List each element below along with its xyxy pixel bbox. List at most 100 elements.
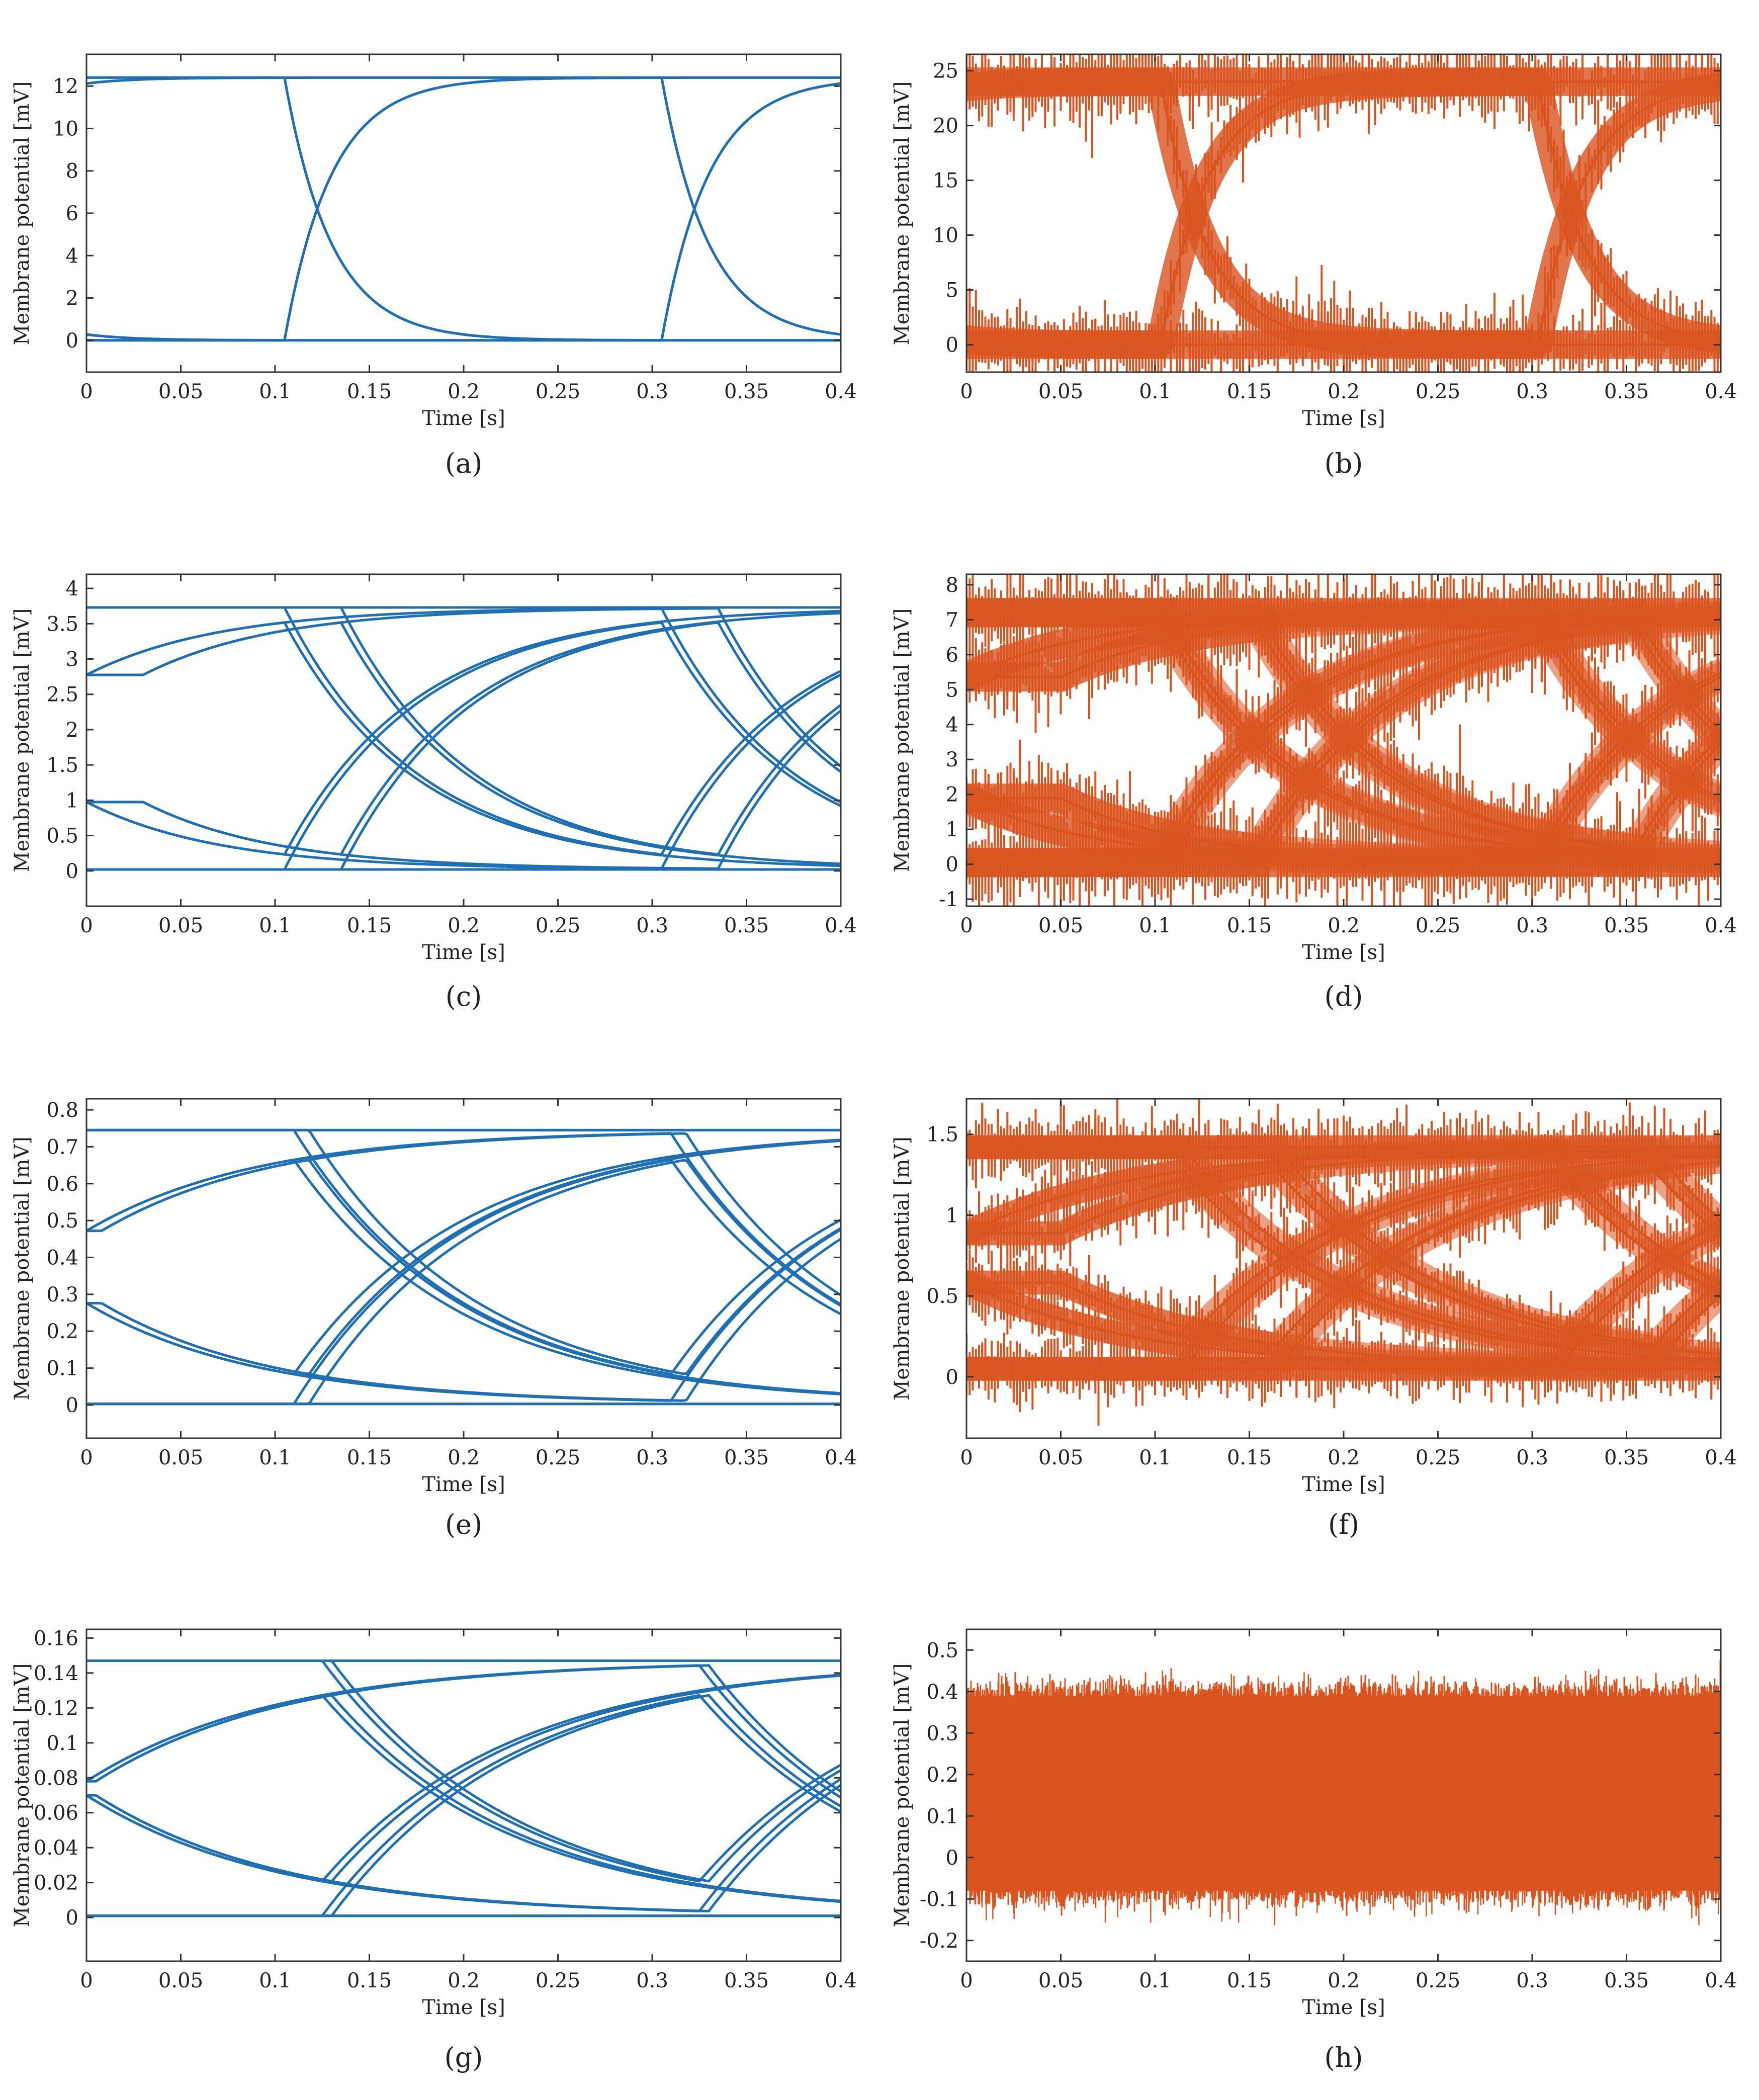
trace-13 [86, 1132, 841, 1296]
x-tick-label: 0.15 [1227, 914, 1272, 937]
x-tick-label: 0.1 [259, 914, 291, 937]
trace-noise-6 [966, 54, 1721, 372]
y-tick-label: 0.2 [46, 1320, 78, 1343]
y-tick-label: 8 [66, 160, 78, 183]
y-tick-label: 0 [66, 1906, 78, 1930]
y-tick-label: 6 [66, 202, 78, 225]
x-tick-label: 0.1 [259, 380, 291, 403]
x-tick-label: 0.25 [1416, 380, 1460, 403]
x-tick-label: 0.15 [347, 1969, 392, 1992]
x-tick-label: 0.35 [1604, 1969, 1649, 1992]
y-tick-label: 0.14 [34, 1662, 78, 1685]
y-tick-label: 0.8 [46, 1099, 78, 1122]
x-tick-label: 0.3 [1516, 914, 1548, 937]
trace-12 [86, 607, 841, 804]
trace-7 [86, 1159, 841, 1406]
panel-e: 0 0.05 0.1 0.15 0.2 0.25 0.3 0.35 0.4 0 0.1 0.2 0.3 0… [11, 1098, 857, 1540]
y-tick-label: 7 [946, 608, 958, 632]
x-tick-label: 0 [80, 1969, 93, 1992]
x-tick-label: 0.15 [347, 914, 392, 937]
y-axis-label: Membrane potential [mV] [891, 81, 914, 345]
x-tick-label: 0.35 [1604, 914, 1649, 937]
panel-g: 0 0.05 0.1 0.15 0.2 0.25 0.3 0.35 0.4 0 0.02 0.04 0.… [11, 1627, 857, 2073]
x-tick-label: 0.35 [1604, 380, 1649, 403]
panel-caption: (g) [445, 2042, 483, 2073]
x-tick-label: 0.05 [158, 1446, 203, 1469]
x-tick-label: 0.2 [1328, 914, 1360, 937]
panel-caption: (h) [1325, 2042, 1363, 2073]
y-tick-label: 1.5 [926, 1123, 958, 1147]
x-axis-label: Time [s] [1302, 1996, 1385, 2019]
trace-3 [86, 76, 841, 342]
x-tick-label: 0 [80, 914, 93, 937]
x-axis-label: Time [s] [1302, 1473, 1385, 1496]
trace-11 [86, 1140, 841, 1375]
trace-6 [86, 1158, 841, 1406]
x-tick-label: 0.1 [1139, 914, 1171, 937]
x-tick-label: 0.05 [1038, 1969, 1083, 1992]
x-tick-label: 0.25 [536, 380, 580, 403]
y-tick-label: 0 [946, 1366, 958, 1389]
plot-area-b [966, 54, 1721, 372]
x-tick-label: 0.3 [636, 380, 668, 403]
y-tick-label: 6 [946, 644, 958, 667]
x-tick-label: 0.4 [1705, 914, 1737, 937]
y-axis-label: Membrane potential [mV] [891, 1136, 914, 1401]
x-tick-label: 0.05 [158, 380, 203, 403]
trace-6 [86, 76, 841, 336]
y-tick-label: 10 [53, 117, 78, 140]
trace-14 [86, 673, 841, 870]
x-tick-label: 0.3 [1516, 1446, 1548, 1469]
x-tick-label: 0.1 [259, 1446, 291, 1469]
y-tick-label: 0.5 [926, 1285, 958, 1308]
y-tick-label: 2.5 [46, 683, 78, 707]
panel-caption: (b) [1325, 448, 1363, 479]
x-tick-label: 0.4 [825, 914, 857, 937]
trace-13 [966, 612, 1721, 733]
trace-7 [86, 1694, 841, 1917]
y-tick-label: 4 [946, 714, 958, 737]
trace-noise-13 [966, 1120, 1721, 1267]
x-tick-label: 0.25 [1416, 1446, 1460, 1469]
y-tick-label: 0.3 [926, 1722, 958, 1745]
y-tick-label: 10 [933, 224, 958, 247]
x-tick-label: 0.3 [636, 1969, 668, 1992]
y-tick-label: 0.1 [46, 1732, 78, 1755]
y-tick-label: 0 [946, 334, 958, 357]
trace-15 [966, 1281, 1721, 1368]
x-tick-label: 0.35 [724, 380, 769, 403]
panel-caption: (f) [1328, 1509, 1359, 1540]
trace-5 [86, 1128, 841, 1375]
x-tick-label: 0.15 [347, 380, 392, 403]
panel-caption: (c) [446, 981, 482, 1012]
trace-8 [86, 1158, 841, 1395]
y-tick-label: 0.5 [926, 1639, 958, 1662]
panel-caption: (a) [445, 448, 482, 479]
panel-d: 0 0.05 0.1 0.15 0.2 0.25 0.3 0.35 0.4-1012345678… [891, 573, 1737, 1012]
x-tick-label: 0.3 [636, 1446, 668, 1469]
trace-6 [966, 80, 1721, 341]
x-tick-label: 0.2 [448, 1446, 480, 1469]
noise-spikes [966, 1660, 1721, 1917]
trace-11 [86, 611, 841, 856]
x-tick-label: 0 [960, 1969, 973, 1992]
y-axis-label: Membrane potential [mV] [11, 608, 34, 872]
panel-f: 0 0.05 0.1 0.15 0.2 0.25 0.3 0.35 0.4 0 0.5 1 1.5 Tim… [891, 1098, 1737, 1540]
trace-15 [86, 710, 841, 870]
x-tick-label: 0.35 [724, 1969, 769, 1992]
x-axis-label: Time [s] [422, 941, 505, 964]
x-tick-label: 0.4 [825, 380, 857, 403]
panel-caption: (d) [1325, 981, 1363, 1012]
y-tick-label: 25 [933, 60, 958, 83]
y-tick-label: 0.6 [46, 1173, 78, 1196]
axes-box [85, 53, 842, 373]
y-tick-label: 0 [66, 1394, 78, 1417]
y-tick-label: 0.7 [46, 1135, 78, 1159]
y-axis-label: Membrane potential [mV] [11, 1136, 34, 1401]
panel-a: 0 0.05 0.1 0.15 0.2 0.25 0.3 0.35 0.4 0 2 4 6 8 10 12 Ti… [11, 53, 857, 479]
trace-9 [86, 621, 841, 865]
y-tick-label: 0.1 [46, 1357, 78, 1380]
trace-6 [86, 621, 841, 871]
y-tick-label: 0.4 [926, 1681, 958, 1704]
panel-caption: (e) [445, 1509, 482, 1540]
